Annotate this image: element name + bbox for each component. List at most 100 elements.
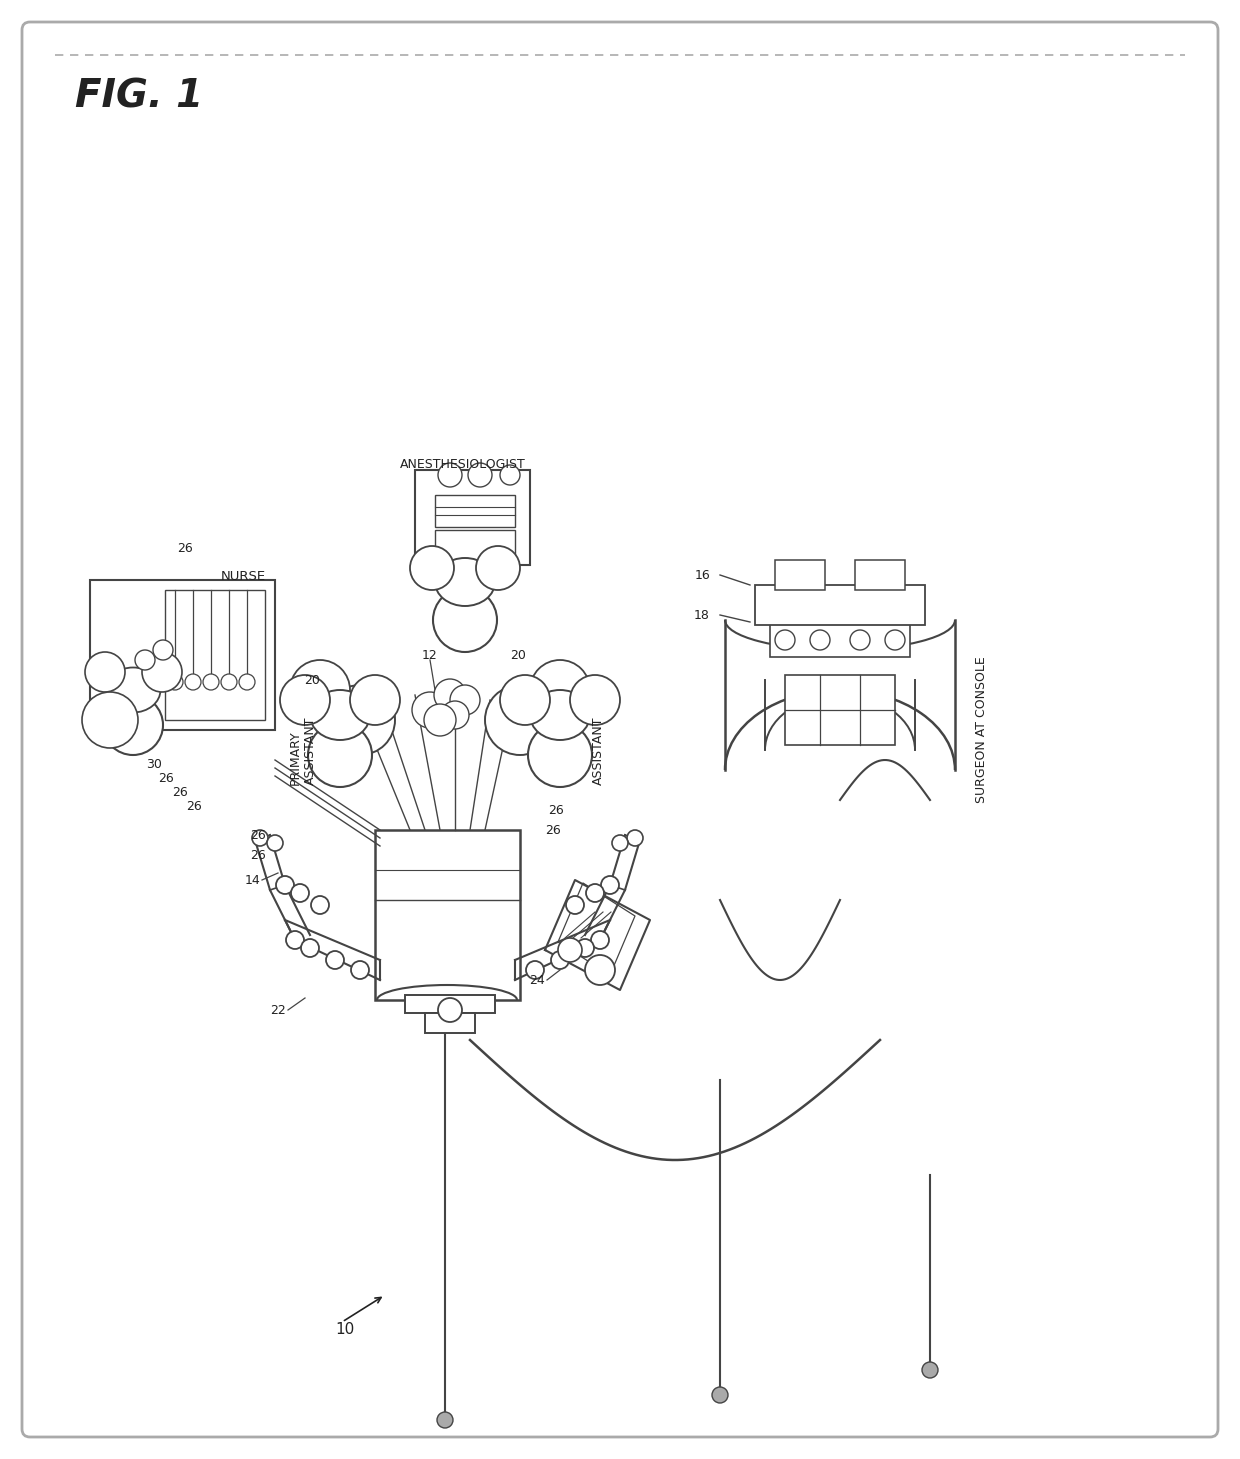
Text: SURGEON AT CONSOLE: SURGEON AT CONSOLE [975,657,988,804]
Circle shape [712,1388,728,1404]
Circle shape [627,830,644,846]
Circle shape [434,678,466,711]
Circle shape [325,684,396,754]
Text: 20: 20 [510,648,526,661]
Circle shape [351,961,370,979]
Bar [91,581,275,730]
Circle shape [290,659,350,719]
Text: 16: 16 [694,569,711,582]
Circle shape [570,676,620,725]
Circle shape [424,705,456,735]
Text: 24: 24 [529,973,546,986]
Ellipse shape [435,557,495,605]
Circle shape [467,463,492,487]
Circle shape [412,692,448,728]
Circle shape [286,931,304,948]
Circle shape [885,630,905,651]
Circle shape [528,724,591,786]
Circle shape [577,940,594,957]
Bar [785,676,895,746]
Circle shape [203,674,219,690]
Circle shape [438,463,463,487]
Text: FIG. 1: FIG. 1 [74,77,203,115]
Text: 26: 26 [186,800,202,813]
Circle shape [526,961,544,979]
Bar [435,530,515,560]
Text: NURSE: NURSE [221,570,265,584]
Text: 26: 26 [250,829,267,842]
Bar [415,470,529,565]
Circle shape [103,694,162,754]
Circle shape [923,1363,937,1377]
Circle shape [410,546,454,589]
Ellipse shape [310,690,370,740]
Circle shape [280,676,330,725]
Circle shape [277,875,294,894]
Text: PRIMARY: PRIMARY [289,731,301,785]
Bar [405,995,495,1013]
Circle shape [438,998,463,1021]
Circle shape [291,884,309,902]
Circle shape [301,940,319,957]
Circle shape [82,692,138,748]
Text: 10: 10 [335,1322,355,1338]
Circle shape [613,835,627,851]
FancyBboxPatch shape [22,22,1218,1437]
Circle shape [810,630,830,651]
Circle shape [239,674,255,690]
Circle shape [185,674,201,690]
Text: 26: 26 [177,541,193,554]
Circle shape [326,951,343,969]
Text: 26: 26 [159,772,174,785]
Circle shape [565,896,584,913]
Text: ASSISTANT: ASSISTANT [591,716,604,785]
Circle shape [601,875,619,894]
Circle shape [591,931,609,948]
Bar [856,560,905,589]
Circle shape [308,724,372,786]
Circle shape [167,674,184,690]
Circle shape [500,465,520,484]
Text: 26: 26 [250,849,267,861]
Circle shape [436,1412,453,1428]
Bar [435,495,515,527]
Circle shape [221,674,237,690]
Circle shape [585,956,615,985]
Bar [755,585,925,624]
Text: 14: 14 [244,874,260,887]
Bar [165,589,265,719]
Text: 26: 26 [548,804,564,817]
Ellipse shape [105,668,160,712]
Text: 30: 30 [146,757,162,770]
Circle shape [135,651,155,670]
Circle shape [485,684,556,754]
Circle shape [558,938,582,961]
Text: 22: 22 [270,1004,286,1017]
Circle shape [450,684,480,715]
Circle shape [441,700,469,730]
Circle shape [350,676,401,725]
Circle shape [86,652,125,692]
Circle shape [153,641,174,659]
Circle shape [476,546,520,589]
Text: 20: 20 [304,674,320,687]
Circle shape [267,835,283,851]
Ellipse shape [529,690,590,740]
Bar [425,1013,475,1033]
Circle shape [143,652,182,692]
Text: ASSISTANT: ASSISTANT [304,716,316,785]
Circle shape [775,630,795,651]
Bar [770,622,910,657]
Text: 12: 12 [422,648,438,661]
Bar [775,560,825,589]
Circle shape [252,830,268,846]
Text: 26: 26 [546,823,560,836]
Circle shape [529,659,590,719]
Circle shape [849,630,870,651]
Circle shape [551,951,569,969]
Circle shape [500,676,551,725]
Circle shape [587,884,604,902]
Circle shape [311,896,329,913]
Text: 18: 18 [694,608,711,622]
Text: 26: 26 [172,785,188,798]
